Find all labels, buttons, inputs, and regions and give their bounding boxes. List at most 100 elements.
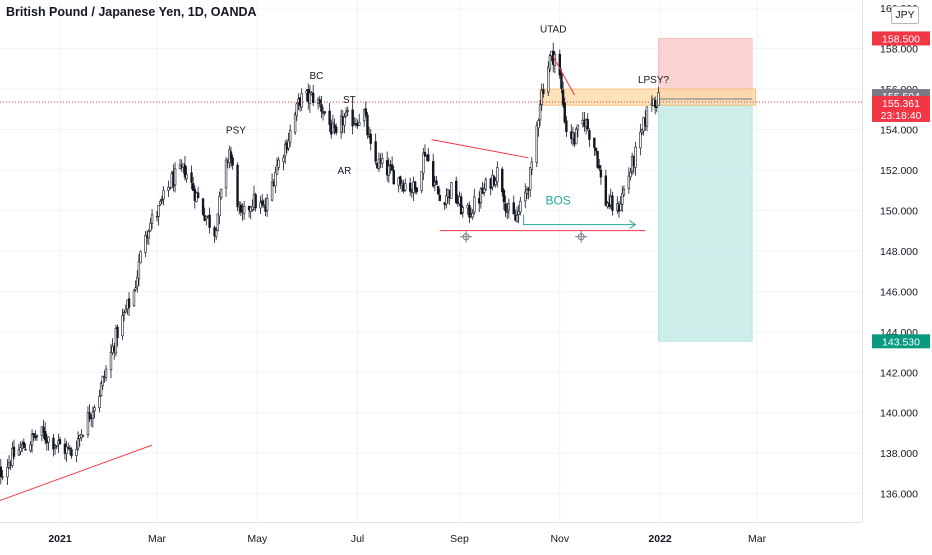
candle[interactable] xyxy=(260,196,262,214)
candle[interactable] xyxy=(656,107,658,113)
candle[interactable] xyxy=(588,128,590,147)
pivot-marker-icon[interactable] xyxy=(575,231,587,243)
candle[interactable] xyxy=(89,404,91,422)
candle[interactable] xyxy=(345,107,347,117)
candle[interactable] xyxy=(148,229,150,245)
candle[interactable] xyxy=(612,192,614,216)
candle[interactable] xyxy=(455,177,457,205)
candle[interactable] xyxy=(450,182,452,199)
candle[interactable] xyxy=(266,194,268,217)
x-tick-label: Jul xyxy=(351,533,364,545)
candle[interactable] xyxy=(416,187,418,194)
candle[interactable] xyxy=(128,292,130,316)
candle[interactable] xyxy=(399,176,401,189)
candle[interactable] xyxy=(59,437,61,444)
candle[interactable] xyxy=(513,196,515,215)
candle[interactable] xyxy=(375,134,377,165)
y-tick-label: 146.000 xyxy=(880,286,918,298)
candle[interactable] xyxy=(179,159,181,170)
candle[interactable] xyxy=(145,231,147,257)
candle[interactable] xyxy=(237,162,239,211)
candle[interactable] xyxy=(437,186,439,195)
candle[interactable] xyxy=(255,193,257,212)
candle[interactable] xyxy=(646,107,648,132)
price-axis[interactable]: 136.000138.000140.000142.000144.000146.0… xyxy=(862,0,932,550)
candle[interactable] xyxy=(197,187,199,199)
candle[interactable] xyxy=(367,112,369,139)
candle[interactable] xyxy=(554,51,556,73)
candle[interactable] xyxy=(133,289,135,307)
candle[interactable] xyxy=(8,455,10,469)
candle[interactable] xyxy=(623,186,625,197)
candle[interactable] xyxy=(355,118,357,127)
candle[interactable] xyxy=(524,183,526,208)
annotation-label[interactable]: BC xyxy=(310,71,324,82)
take-profit-zone[interactable] xyxy=(658,99,752,341)
candle[interactable] xyxy=(332,115,334,133)
chart-title: British Pound / Japanese Yen, 1D, OANDA xyxy=(6,5,257,19)
candle[interactable] xyxy=(409,178,411,196)
candle[interactable] xyxy=(536,122,538,167)
candle[interactable] xyxy=(80,429,82,441)
y-tick-label: 150.000 xyxy=(880,205,918,217)
candle[interactable] xyxy=(508,198,510,218)
candle[interactable] xyxy=(639,124,641,156)
annotation-label[interactable]: PSY xyxy=(226,126,246,137)
candle[interactable] xyxy=(468,202,470,223)
candle[interactable] xyxy=(209,208,211,234)
candle[interactable] xyxy=(105,365,107,381)
candle[interactable] xyxy=(13,440,15,460)
candle[interactable] xyxy=(605,170,607,207)
candle[interactable] xyxy=(163,186,165,205)
candle[interactable] xyxy=(321,96,323,118)
price-label-target[interactable]: 143.530 xyxy=(872,334,930,348)
price-label-stop[interactable]: 158.500 xyxy=(872,31,930,45)
candle[interactable] xyxy=(391,156,393,170)
candle[interactable] xyxy=(424,144,426,156)
candle[interactable] xyxy=(158,205,160,226)
pivot-marker-icon[interactable] xyxy=(460,231,472,243)
candle[interactable] xyxy=(473,189,475,215)
candle[interactable] xyxy=(370,129,372,150)
candle[interactable] xyxy=(283,155,285,171)
candle[interactable] xyxy=(427,148,429,162)
candle[interactable] xyxy=(77,431,79,451)
candle[interactable] xyxy=(271,173,273,201)
candle[interactable] xyxy=(140,250,142,263)
annotation-label[interactable]: AR xyxy=(337,166,351,177)
candle[interactable] xyxy=(243,201,245,220)
annotation-label[interactable]: BOS xyxy=(545,193,570,207)
candle[interactable] xyxy=(404,178,406,191)
candle[interactable] xyxy=(628,167,630,194)
candle[interactable] xyxy=(529,167,531,197)
candle[interactable] xyxy=(202,198,204,216)
candle[interactable] xyxy=(593,138,595,156)
annotation-label[interactable]: UTAD xyxy=(540,24,566,35)
candle[interactable] xyxy=(23,438,25,448)
candle[interactable] xyxy=(168,181,170,197)
candle[interactable] xyxy=(174,162,176,192)
candle[interactable] xyxy=(87,406,89,438)
candle[interactable] xyxy=(0,459,2,484)
annotation-label[interactable]: LPSY? xyxy=(638,75,670,86)
candle[interactable] xyxy=(240,201,242,216)
candle[interactable] xyxy=(485,177,487,191)
annotation-label[interactable]: ST xyxy=(343,95,356,106)
candle[interactable] xyxy=(301,88,303,110)
candle[interactable] xyxy=(312,85,314,106)
falling-resistance[interactable] xyxy=(432,140,529,158)
candle[interactable] xyxy=(381,153,383,168)
candle[interactable] xyxy=(48,436,50,450)
candle[interactable] xyxy=(635,142,637,176)
currency-badge[interactable]: JPY xyxy=(891,6,919,24)
candle[interactable] xyxy=(587,113,589,131)
candle[interactable] xyxy=(421,171,423,193)
candle[interactable] xyxy=(358,114,360,126)
candle[interactable] xyxy=(225,157,227,197)
candle[interactable] xyxy=(436,176,438,185)
candle[interactable] xyxy=(324,111,326,115)
